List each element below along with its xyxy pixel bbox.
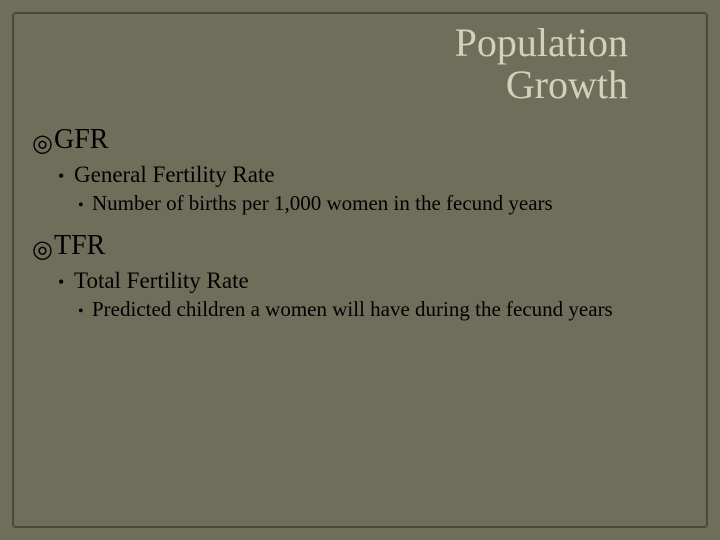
lvl1-label: GFR [54, 124, 108, 156]
dot-bullet-icon: • [78, 303, 92, 321]
dot-bullet-icon: • [58, 166, 74, 187]
list-item: • General Fertility Rate [58, 162, 688, 188]
list-item: • Total Fertility Rate [58, 268, 688, 294]
title-line-1: Population [455, 20, 628, 65]
title-line-2: Growth [506, 62, 628, 107]
slide: Population Growth ◎ GFR • General Fertil… [0, 0, 720, 540]
lvl2-label: General Fertility Rate [74, 162, 275, 188]
slide-frame: Population Growth ◎ GFR • General Fertil… [12, 12, 708, 528]
dot-bullet-icon: • [58, 272, 74, 293]
list-item: • Number of births per 1,000 women in th… [78, 190, 688, 216]
circle-bullet-icon: ◎ [32, 132, 54, 156]
list-item: • Predicted children a women will have d… [78, 296, 688, 322]
lvl2-label: Total Fertility Rate [74, 268, 249, 294]
lvl3-label: Number of births per 1,000 women in the … [92, 190, 553, 216]
lvl3-label: Predicted children a women will have dur… [92, 296, 613, 322]
lvl1-label: TFR [54, 230, 105, 262]
circle-bullet-icon: ◎ [32, 238, 54, 262]
slide-title: Population Growth [32, 22, 688, 106]
slide-content: ◎ GFR • General Fertility Rate • Number … [32, 124, 688, 323]
list-item: ◎ TFR [32, 230, 688, 262]
dot-bullet-icon: • [78, 197, 92, 215]
list-item: ◎ GFR [32, 124, 688, 156]
